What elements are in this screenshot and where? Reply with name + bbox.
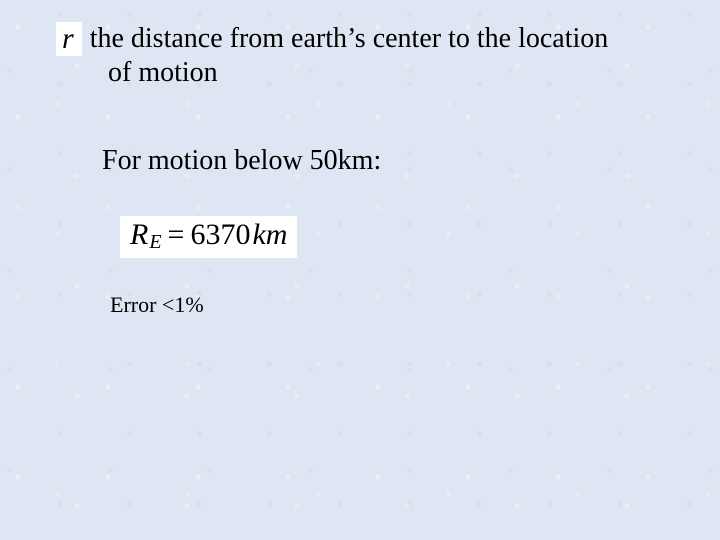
equation-equals: = (168, 218, 185, 251)
definition-line-1: r the distance from earth’s center to th… (56, 22, 608, 56)
definition-text-1: the distance from earth’s center to the … (90, 24, 609, 53)
equation-unit: km (252, 218, 287, 251)
equation-lhs-subscript: E (149, 231, 161, 253)
error-note: Error <1% (110, 292, 204, 318)
definition-text-2: of motion (108, 58, 218, 87)
equation-value: 6370 (190, 218, 250, 251)
slide: r the distance from earth’s center to th… (0, 0, 720, 540)
equation-earth-radius: RE =6370km (120, 216, 297, 258)
r-symbol: r (56, 22, 82, 56)
motion-condition: For motion below 50km: (102, 145, 381, 177)
equation-lhs-symbol: R (130, 218, 148, 251)
